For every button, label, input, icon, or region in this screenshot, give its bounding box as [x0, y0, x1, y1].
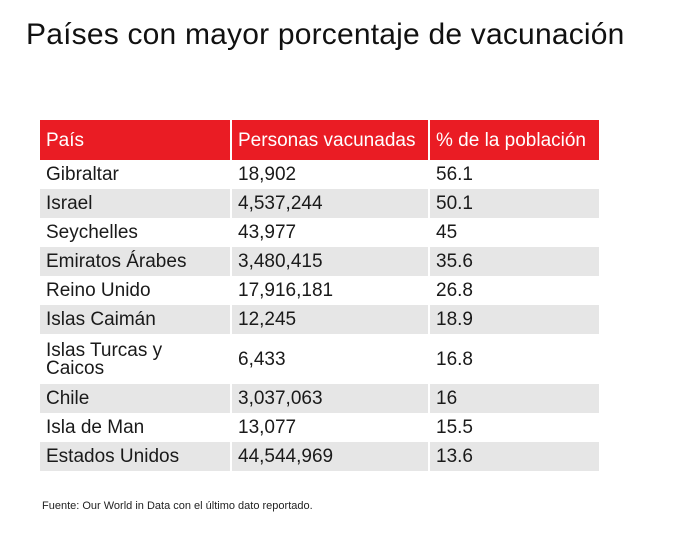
cell-percent: 18.9	[428, 305, 599, 334]
cell-percent: 16	[428, 384, 599, 413]
cell-vaccinated: 3,480,415	[230, 247, 429, 276]
table-row: Seychelles 43,977 45	[40, 218, 599, 247]
cell-vaccinated: 13,077	[230, 413, 429, 442]
column-header-vaccinated: Personas vacunadas	[230, 120, 429, 160]
cell-country: Emiratos Árabes	[40, 247, 231, 276]
vaccination-table: País Personas vacunadas % de la població…	[40, 120, 599, 471]
cell-vaccinated: 17,916,181	[230, 276, 429, 305]
cell-country: Islas Turcas y Caicos	[40, 334, 231, 384]
chart-title: Países con mayor porcentaje de vacunació…	[26, 18, 625, 51]
cell-country: Reino Unido	[40, 276, 231, 305]
cell-percent: 16.8	[428, 334, 599, 384]
source-note: Fuente: Our World in Data con el último …	[42, 500, 313, 512]
table-row: Reino Unido 17,916,181 26.8	[40, 276, 599, 305]
cell-country: Chile	[40, 384, 231, 413]
cell-vaccinated: 3,037,063	[230, 384, 429, 413]
cell-percent: 45	[428, 218, 599, 247]
table-row: Israel 4,537,244 50.1	[40, 189, 599, 218]
cell-percent: 13.6	[428, 442, 599, 471]
cell-country: Estados Unidos	[40, 442, 231, 471]
table-row: Estados Unidos 44,544,969 13.6	[40, 442, 599, 471]
cell-percent: 35.6	[428, 247, 599, 276]
cell-country: Isla de Man	[40, 413, 231, 442]
cell-vaccinated: 6,433	[230, 334, 429, 384]
cell-vaccinated: 43,977	[230, 218, 429, 247]
table-row: Chile 3,037,063 16	[40, 384, 599, 413]
cell-country: Islas Caimán	[40, 305, 231, 334]
cell-country: Israel	[40, 189, 231, 218]
cell-vaccinated: 44,544,969	[230, 442, 429, 471]
table-row: Isla de Man 13,077 15.5	[40, 413, 599, 442]
table-row: Islas Turcas y Caicos 6,433 16.8	[40, 334, 599, 384]
cell-percent: 50.1	[428, 189, 599, 218]
cell-country: Seychelles	[40, 218, 231, 247]
cell-percent: 26.8	[428, 276, 599, 305]
table-row: Emiratos Árabes 3,480,415 35.6	[40, 247, 599, 276]
cell-percent: 56.1	[428, 160, 599, 189]
column-header-country: País	[40, 120, 231, 160]
table-row: Islas Caimán 12,245 18.9	[40, 305, 599, 334]
table-row: Gibraltar 18,902 56.1	[40, 160, 599, 189]
cell-vaccinated: 4,537,244	[230, 189, 429, 218]
table-header-row: País Personas vacunadas % de la població…	[40, 120, 599, 160]
cell-percent: 15.5	[428, 413, 599, 442]
cell-vaccinated: 18,902	[230, 160, 429, 189]
column-header-percent: % de la población	[428, 120, 599, 160]
cell-vaccinated: 12,245	[230, 305, 429, 334]
cell-country: Gibraltar	[40, 160, 231, 189]
